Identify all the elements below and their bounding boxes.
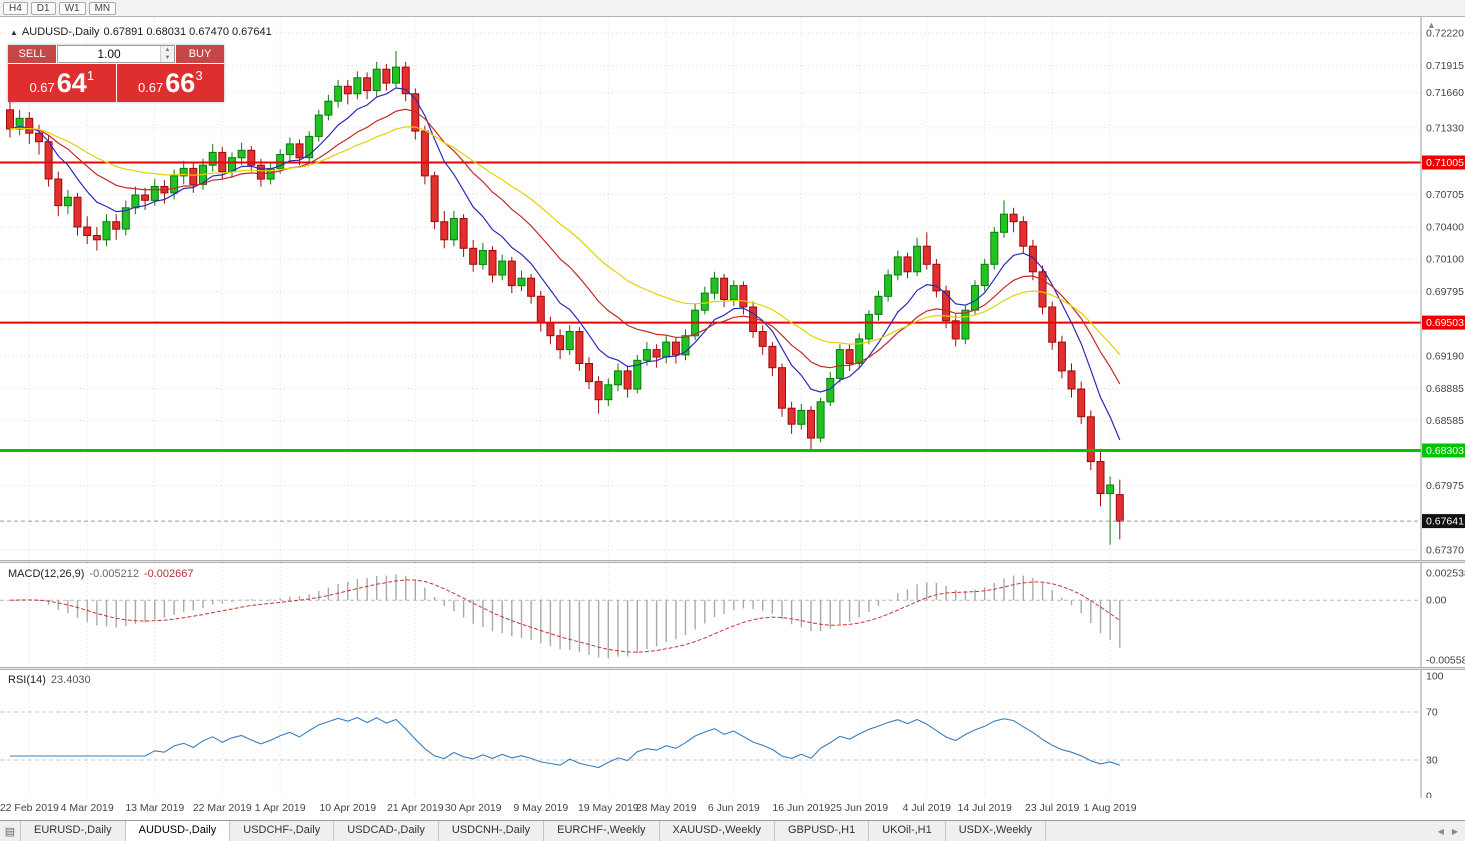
timeframe-button-d1[interactable]: D1	[30, 1, 56, 15]
chart-tab-usdx-weekly[interactable]: USDX-,Weekly	[945, 821, 1046, 841]
buy-price-big: 66	[165, 68, 196, 98]
time-axis-label: 4 Jul 2019	[902, 802, 952, 814]
sell-button[interactable]: SELL	[8, 45, 56, 63]
time-axis-label: 4 Mar 2019	[60, 802, 114, 814]
macd-name: MACD(12,26,9)	[8, 568, 85, 580]
time-axis-label: 1 Aug 2019	[1083, 802, 1137, 814]
time-axis-label: 22 Mar 2019	[192, 802, 252, 814]
timeframe-toolbar: H4 D1 W1 MN	[0, 0, 1465, 17]
time-axis-label: 19 May 2019	[577, 802, 639, 814]
svg-text:0.70100: 0.70100	[1426, 254, 1464, 266]
chart-scroll-up-icon[interactable]: ▲	[1427, 20, 1436, 30]
svg-text:0.67641: 0.67641	[1426, 516, 1464, 528]
buy-price-small: 0.67	[137, 80, 164, 95]
time-axis-label: 28 May 2019	[635, 802, 697, 814]
panel-splitter[interactable]	[0, 560, 1465, 563]
macd-signal-value: -0.002667	[143, 568, 194, 580]
svg-text:0.69503: 0.69503	[1426, 317, 1464, 329]
svg-text:0.68585: 0.68585	[1426, 415, 1464, 427]
time-axis-label: 23 Jul 2019	[1025, 802, 1080, 814]
chart-tab-eurchf-weekly[interactable]: EURCHF-,Weekly	[544, 821, 660, 841]
macd-main-value: -0.005212	[89, 568, 139, 580]
svg-text:0.71660: 0.71660	[1426, 87, 1464, 99]
chart-tab-usdcad-daily[interactable]: USDCAD-,Daily	[334, 821, 439, 841]
time-axis-label: 13 Mar 2019	[125, 802, 185, 814]
main-candlestick-chart[interactable]: 0.72220 0.71915 0.71660 0.71330 0.71005 0.707…	[0, 17, 1465, 560]
sell-price-button[interactable]: 0.67 64 1	[8, 64, 116, 102]
time-axis-label: 21 Apr 2019	[386, 802, 444, 814]
buy-price-button[interactable]: 0.67 66 3	[116, 64, 224, 102]
chart-title: ▲ AUDUSD-,Daily 0.67891 0.68031 0.67470 …	[10, 26, 272, 38]
time-axis-label: 10 Apr 2019	[319, 802, 377, 814]
tabs-scroll-left-button[interactable]: ◀	[1437, 826, 1444, 836]
time-axis-label: 1 Apr 2019	[254, 802, 306, 814]
svg-text:100: 100	[1426, 671, 1444, 683]
chart-tab-ukoil-h1[interactable]: UKOil-,H1	[869, 821, 946, 841]
svg-text:0.002538: 0.002538	[1426, 568, 1465, 580]
buy-price-pip: 3	[195, 68, 203, 83]
svg-text:0.68303: 0.68303	[1426, 445, 1464, 457]
timeframe-button-w1[interactable]: W1	[58, 1, 86, 15]
rsi-name: RSI(14)	[8, 674, 46, 686]
svg-text:0.70705: 0.70705	[1426, 189, 1464, 201]
chart-tab-eurusd-daily[interactable]: EURUSD-,Daily	[21, 821, 126, 841]
svg-text:0.00: 0.00	[1426, 595, 1447, 607]
sell-price-big: 64	[56, 68, 87, 98]
time-axis-label: 6 Jun 2019	[707, 802, 760, 814]
window-list-icon[interactable]: ▤	[0, 821, 21, 841]
timeframe-button-h4[interactable]: H4	[3, 1, 28, 15]
lot-decrease-button[interactable]: ▼	[161, 54, 174, 62]
svg-text:0.71005: 0.71005	[1426, 157, 1464, 169]
macd-indicator-panel[interactable]: 0.002538 0.00 -0.005581	[0, 563, 1465, 667]
time-axis-label: 22 Feb 2019	[0, 802, 59, 814]
svg-text:0.71915: 0.71915	[1426, 60, 1464, 72]
chart-symbol-label: AUDUSD-,Daily	[21, 26, 100, 38]
time-axis-label: 16 Jun 2019	[772, 802, 831, 814]
lot-increase-button[interactable]: ▲	[161, 46, 174, 54]
macd-label: MACD(12,26,9) -0.005212 -0.002667	[8, 568, 194, 580]
chart-tab-xauusd-weekly[interactable]: XAUUSD-,Weekly	[659, 821, 775, 841]
svg-text:0.67975: 0.67975	[1426, 480, 1464, 492]
chart-tab-usdchf-daily[interactable]: USDCHF-,Daily	[230, 821, 335, 841]
chart-marker-icon: ▲	[10, 27, 18, 37]
svg-text:0.70400: 0.70400	[1426, 222, 1464, 234]
svg-text:30: 30	[1426, 755, 1438, 767]
chart-ohlc-values: 0.67891 0.68031 0.67470 0.67641	[103, 26, 272, 38]
time-axis-label: 9 May 2019	[513, 802, 569, 814]
panel-splitter[interactable]	[0, 667, 1465, 670]
time-axis[interactable]: 22 Feb 2019 4 Mar 2019 13 Mar 2019 22 Mar 2…	[0, 798, 1465, 820]
rsi-label: RSI(14) 23.4030	[8, 674, 91, 686]
rsi-value: 23.4030	[50, 674, 91, 686]
chart-tab-audusd-daily[interactable]: AUDUSD-,Daily	[125, 821, 231, 841]
timeframe-button-mn[interactable]: MN	[88, 1, 117, 15]
sell-price-small: 0.67	[29, 80, 55, 95]
svg-text:0.69795: 0.69795	[1426, 286, 1464, 298]
chart-tabs: EURUSD-,Daily AUDUSD-,Daily USDCHF-,Daily U…	[21, 821, 1046, 841]
chart-tab-usdcnh-daily[interactable]: USDCNH-,Daily	[438, 821, 545, 841]
chart-tab-bar: ▤ EURUSD-,Daily AUDUSD-,Daily USDCHF-,Dail…	[0, 820, 1465, 841]
one-click-trading-panel: SELL ▲ ▼ BUY 0.67 64 1 0.67 66 3	[8, 45, 224, 102]
svg-text:0.69190: 0.69190	[1426, 351, 1464, 363]
tabs-scroll-right-button[interactable]: ▶	[1451, 826, 1458, 836]
svg-text:0.68885: 0.68885	[1426, 383, 1464, 395]
svg-text:-0.005581: -0.005581	[1426, 655, 1465, 667]
chart-tab-gbpusd-h1[interactable]: GBPUSD-,H1	[774, 821, 870, 841]
svg-text:0: 0	[1426, 791, 1432, 800]
time-axis-label: 30 Apr 2019	[444, 802, 502, 814]
tab-scroll-controls: ◀ ▶	[1435, 821, 1465, 841]
svg-text:0.67370: 0.67370	[1426, 545, 1464, 557]
lot-size-input[interactable]	[58, 46, 160, 62]
svg-text:0.72220: 0.72220	[1426, 28, 1464, 40]
rsi-indicator-panel[interactable]: 100 70 30 0	[0, 670, 1465, 799]
sell-price-pip: 1	[86, 68, 95, 83]
time-axis-label: 14 Jul 2019	[957, 802, 1012, 814]
buy-button[interactable]: BUY	[176, 45, 224, 63]
svg-text:0.71330: 0.71330	[1426, 122, 1464, 134]
svg-text:70: 70	[1426, 707, 1438, 719]
lot-spinner: ▲ ▼	[160, 46, 174, 62]
lot-size-field[interactable]: ▲ ▼	[57, 45, 175, 63]
time-axis-label: 25 Jun 2019	[830, 802, 889, 814]
